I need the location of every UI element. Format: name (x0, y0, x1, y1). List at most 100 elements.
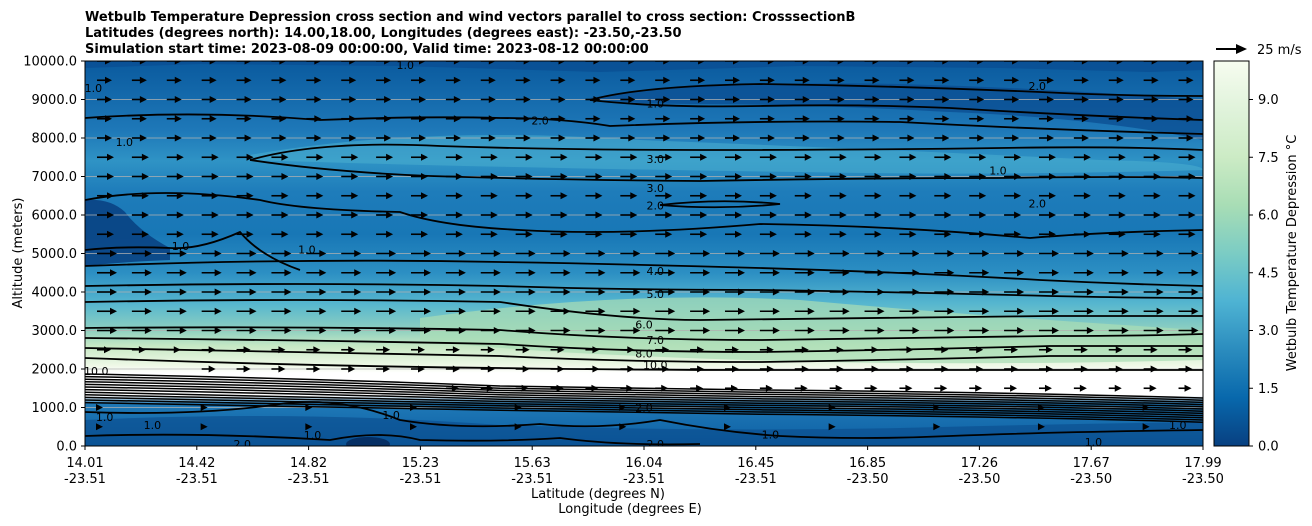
wind-vector-head (772, 327, 780, 334)
wind-vector-head (700, 230, 708, 238)
wind-vector-head (1045, 346, 1053, 354)
wind-vector-head (828, 423, 836, 431)
wind-vector-head (313, 365, 321, 373)
wind-vector-head (354, 307, 362, 315)
contour-label-text: 2.0 (234, 438, 252, 451)
wind-vector-head (804, 192, 812, 200)
wind-vector-head (982, 307, 990, 315)
wind-vector-head (1191, 307, 1199, 315)
wind-vector-head (558, 115, 566, 123)
wind-vector-head (765, 384, 773, 392)
wind-vector-head (420, 173, 428, 180)
wind-vector-head (557, 346, 565, 354)
contour-label: 1.0 (96, 411, 114, 424)
dry-band-upper (85, 61, 1203, 72)
wind-vector-head (523, 76, 531, 84)
wind-vector-head (1121, 327, 1129, 334)
inversion-contour (85, 381, 1203, 406)
wind-vector-head (633, 250, 641, 257)
contour-4 (85, 259, 1203, 287)
contour-label: 1.0 (762, 428, 780, 441)
wind-vector-head (314, 134, 322, 142)
wind-vector-head (942, 134, 950, 142)
wind-vector-head (279, 115, 287, 123)
wind-vector-head (305, 404, 313, 411)
wind-vector-head (349, 115, 357, 123)
wind-vector-head (281, 211, 289, 219)
wind-vector-head (842, 327, 850, 334)
wind-vector-head (488, 76, 496, 84)
wind-vector-head (249, 327, 257, 334)
wind-vector-head (595, 230, 603, 238)
wind-vector-head (105, 134, 112, 142)
wind-vector-head (767, 96, 775, 103)
wind-vector-head (800, 384, 808, 392)
wind-vector-head (351, 173, 359, 180)
wind-vector-head (942, 115, 950, 123)
wind-vector-head (1121, 307, 1129, 315)
wind-vector-head (560, 153, 568, 161)
wind-vector-head (139, 115, 147, 123)
wind-vector-head (453, 76, 461, 84)
wind-vector-head (1046, 76, 1054, 84)
wind-vector-head (630, 211, 638, 219)
wind-vector-head (772, 269, 780, 277)
wind-vector-head (700, 173, 708, 180)
wind-vector-head (458, 269, 466, 277)
wind-vector-head (1037, 423, 1045, 431)
contour-8 (85, 337, 1203, 353)
contour-10 (85, 357, 1203, 371)
wind-vector-head (941, 365, 949, 373)
wind-vector-head (1044, 384, 1052, 392)
wind-vector-head (176, 173, 184, 180)
wind-vector-head (737, 307, 745, 315)
wind-vector-head (598, 327, 606, 334)
y-tick-label: 3000.0 (32, 324, 78, 339)
wind-vector-head (769, 230, 777, 238)
wind-vector-head (493, 288, 501, 296)
wind-vector-head (737, 269, 745, 277)
wind-vector-head (1116, 115, 1124, 123)
wind-vector-head (314, 96, 322, 103)
wind-vector-head (214, 307, 222, 315)
wind-vector-head (107, 173, 114, 180)
wind-vector-head (493, 269, 501, 277)
colorbar-tick-label: 6.0 (1258, 209, 1279, 224)
wind-vector-head (1186, 76, 1194, 84)
wind-vector-head (942, 96, 950, 103)
wind-vector-head (1012, 115, 1020, 123)
x-tick-longitude: -23.51 (64, 472, 106, 487)
contour-label-text: 4.0 (646, 265, 664, 278)
wind-vector-head (592, 346, 600, 354)
wind-vector-head (525, 153, 533, 161)
wind-vector-head (409, 404, 417, 411)
y-tick-label: 8000.0 (32, 132, 78, 147)
wind-vector-head (200, 423, 208, 431)
wind-vector-head (417, 346, 425, 354)
wind-vector-head (933, 404, 941, 411)
wind-vector-head (1153, 211, 1161, 219)
wind-vector-head (141, 211, 149, 219)
y-tick-label: 0.0 (56, 440, 77, 455)
wind-vector-head (560, 192, 568, 200)
wind-vector-head (979, 153, 987, 161)
wind-vector-head (487, 365, 495, 373)
wind-vector-head (772, 307, 780, 315)
contour-label: 7.0 (646, 334, 664, 347)
wind-vector-head (593, 115, 601, 123)
wind-vector-head (1188, 192, 1196, 200)
wind-vector-head (209, 115, 217, 123)
wind-vector-head (1083, 211, 1091, 219)
wind-vector-head (349, 96, 357, 103)
wind-vector-head (139, 61, 147, 65)
wind-vector-head (627, 346, 635, 354)
wind-vector-head (528, 269, 536, 277)
wind-vector-head (1080, 365, 1088, 373)
wind-vector-head (455, 173, 463, 180)
wind-vector-head (211, 153, 219, 161)
wind-vector-head (105, 76, 112, 84)
wind-vector-head (209, 96, 217, 103)
contour-label: 1.0 (396, 61, 414, 72)
quiver-key: 25 m/s (1216, 43, 1302, 58)
wind-vector-head (107, 153, 114, 161)
